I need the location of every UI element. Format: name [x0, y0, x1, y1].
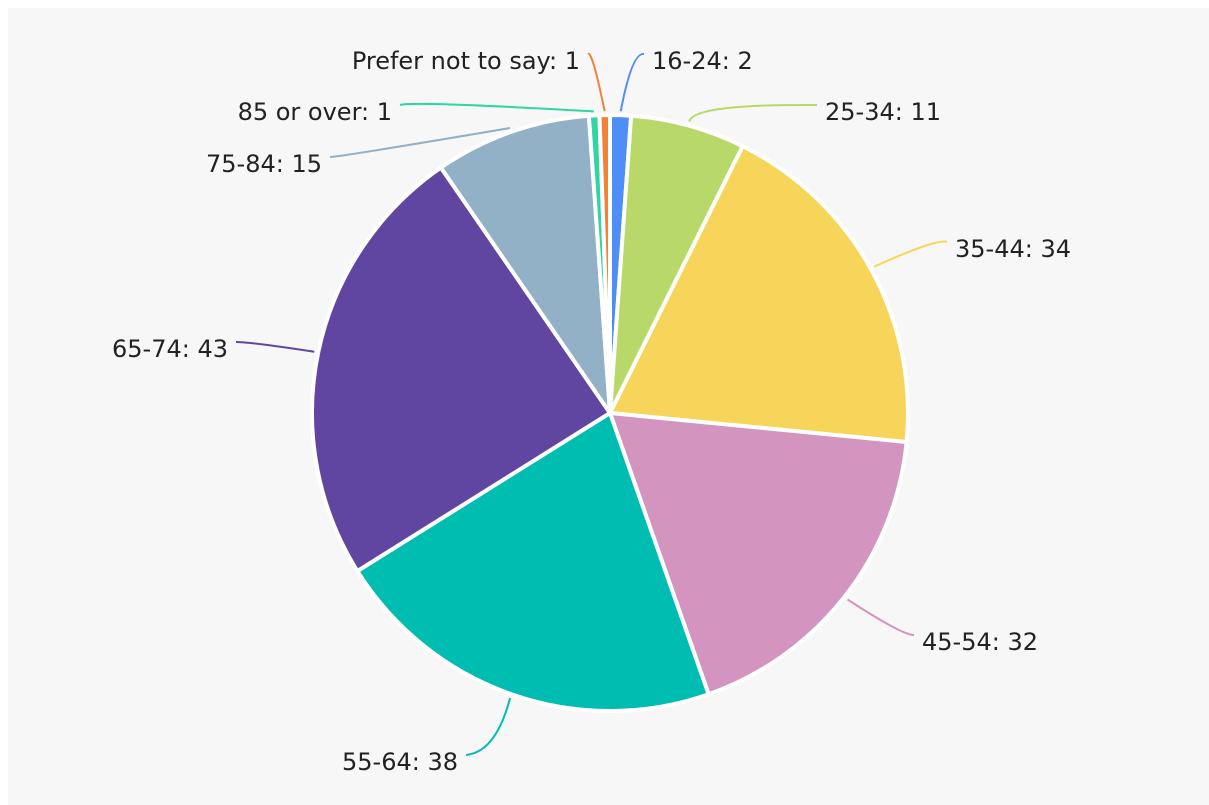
data-label: 25-34: 11 — [825, 98, 941, 126]
pie-slice — [608, 113, 746, 414]
leader-line — [465, 697, 512, 756]
data-label: 75-84: 15 — [206, 150, 322, 178]
leader-line — [329, 127, 511, 158]
pie-slice — [354, 409, 712, 713]
leader-line — [235, 341, 315, 353]
pie-slice — [606, 143, 910, 445]
pie-slice — [597, 112, 612, 414]
data-label: 65-74: 43 — [112, 335, 228, 363]
leader-line — [587, 52, 606, 112]
leader-line — [688, 103, 818, 123]
pie-slice — [438, 113, 613, 421]
data-label: Prefer not to say: 1 — [352, 47, 580, 75]
leader-line — [399, 102, 594, 113]
data-label: 55-64: 38 — [342, 748, 458, 776]
leader-line — [619, 53, 645, 112]
data-label: 16-24: 2 — [652, 47, 753, 75]
leader-line — [846, 598, 915, 636]
data-label: 85 or over: 1 — [238, 98, 392, 126]
data-label: 35-44: 34 — [955, 235, 1071, 263]
leader-line — [873, 240, 948, 268]
data-label: 45-54: 32 — [922, 628, 1038, 656]
pie-slice — [310, 164, 613, 574]
